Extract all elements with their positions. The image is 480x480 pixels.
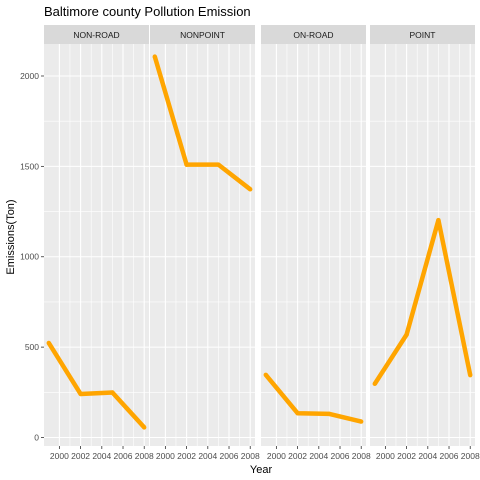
x-axis: 2000 2002 2004 2006 2008 2000 2002 2004 2006 2008…: [50, 446, 480, 461]
x-tick-label: 2000: [267, 451, 286, 461]
x-axis-title: Year: [250, 464, 273, 476]
series-line-nonpoint: [152, 55, 252, 192]
facet-strip: [261, 25, 366, 44]
panel-background: [150, 44, 255, 446]
facet-strip-label: NON-ROAD: [73, 30, 119, 40]
x-tick-label: 2004: [309, 451, 328, 461]
x-tick-label: 2008: [241, 451, 260, 461]
chart-title: Baltimore county Pollution Emission: [44, 4, 251, 19]
x-tick-label: 2006: [220, 451, 239, 461]
x-tick-label: 2000: [376, 451, 395, 461]
data-point: [78, 391, 83, 397]
x-tick-label: 2006: [114, 451, 133, 461]
panel-background: [370, 44, 475, 446]
x-tick-label: 2008: [135, 451, 154, 461]
x-tick-label: 2002: [397, 451, 416, 461]
facet-strip-label: NONPOINT: [180, 30, 225, 40]
data-point: [142, 425, 147, 430]
x-tick-label: 2000: [50, 451, 69, 461]
data-point: [404, 332, 409, 337]
y-tick-label: 0: [34, 433, 39, 443]
data-point: [152, 54, 157, 59]
y-axis: 0 500 1000 1500 2000: [20, 71, 44, 443]
panel-background: [44, 44, 149, 446]
data-point: [327, 411, 332, 417]
facet-strip-label: ON-ROAD: [293, 30, 333, 40]
gridlines: [370, 44, 475, 446]
series-line-non-road: [46, 341, 146, 429]
x-tick-label: 2000: [156, 451, 175, 461]
facet-panel-nonpoint: NONPOINT: [150, 25, 255, 446]
y-axis-title: Emissions(Ton): [5, 199, 17, 274]
facet-panel-point: POINT: [370, 25, 475, 446]
x-tick-label: 2002: [177, 451, 196, 461]
x-tick-label: 2008: [352, 451, 371, 461]
data-point: [372, 381, 377, 387]
gridlines: [261, 44, 366, 446]
facet-strip: [370, 25, 475, 44]
x-tick-label: 2004: [418, 451, 437, 461]
series-line-on-road: [264, 373, 362, 424]
x-tick-label: 2006: [331, 451, 350, 461]
x-tick-label: 2004: [92, 451, 111, 461]
data-point: [436, 217, 441, 223]
x-tick-label: 2008: [461, 451, 480, 461]
gridlines: [150, 44, 255, 446]
data-point: [46, 340, 51, 346]
x-tick-label: 2002: [288, 451, 307, 461]
y-tick-label: 2000: [20, 71, 39, 81]
x-tick-label: 2006: [440, 451, 459, 461]
data-point: [263, 372, 268, 378]
data-point: [295, 411, 300, 416]
data-point: [216, 162, 221, 167]
facet-panels: NON-ROAD NONPOINT ON-ROAD POINT: [44, 25, 475, 446]
x-tick-label: 2004: [198, 451, 217, 461]
facet-panel-non-road: NON-ROAD: [44, 25, 149, 446]
data-point: [468, 372, 473, 378]
x-tick-label: 2002: [71, 451, 90, 461]
y-tick-label: 500: [25, 342, 39, 352]
facet-strip: [150, 25, 255, 44]
facet-panel-on-road: ON-ROAD: [261, 25, 366, 446]
y-tick-label: 1000: [20, 252, 39, 262]
y-tick-label: 1500: [20, 161, 39, 171]
data-point: [110, 390, 115, 395]
panel-background: [261, 44, 366, 446]
data-point: [184, 162, 189, 167]
facet-strip-label: POINT: [410, 30, 436, 40]
series-line-point: [372, 217, 473, 386]
data-point: [248, 187, 253, 192]
facet-strip: [44, 25, 149, 44]
data-point: [359, 419, 364, 424]
